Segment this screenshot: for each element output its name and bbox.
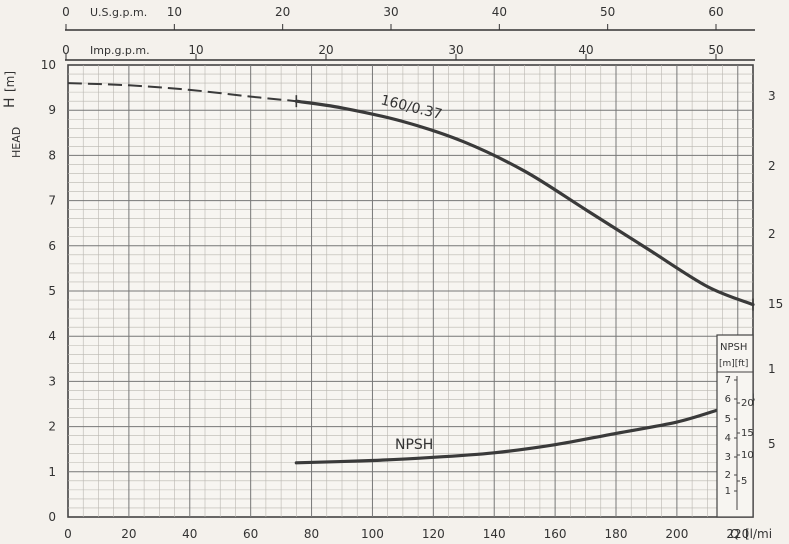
y-tick-labels: 0 1 2 3 4 5 6 7 8 9 10 [41,58,56,524]
npsh-m-tick-label: 1 [725,486,731,497]
imp-tick-label: 20 [318,43,333,57]
x-tick-label: 140 [483,527,506,541]
x-tick-label: 120 [422,527,445,541]
imp-tick-label: 40 [578,43,593,57]
y-tick-label: 2 [48,420,56,434]
x-tick-label: 220 [726,527,749,541]
npsh-m-ticks: 7 6 5 4 3 2 1 [725,375,737,497]
x-tick-label: 100 [361,527,384,541]
us-tick-label: 50 [600,5,615,19]
right-tick-label: 3 [768,89,776,103]
x-tick-label: 160 [544,527,567,541]
npsh-inset: NPSH [m][ft] 7 6 5 4 3 2 1 20 15 10 5 [716,334,754,518]
series-line-dashed [67,82,297,103]
x-tick-label: 20 [121,527,136,541]
us-gpm-axis-label: U.S.g.p.m. [90,6,147,19]
us-tick-label: 0 [62,5,70,19]
imp-tick-label: 10 [188,43,203,57]
us-tick-label: 60 [708,5,723,19]
x-tick-label: 80 [304,527,319,541]
x-tick-label: 0 [64,527,72,541]
x-tick-labels: 0 20 40 60 80 100 120 140 160 180 200 220 [64,527,749,541]
imp-tick-label: 0 [62,43,70,57]
npsh-m-tick-label: 3 [725,452,731,463]
imp-tick-label: 30 [448,43,463,57]
npsh-m-tick-label: 2 [725,470,731,481]
top-axes: U.S.g.p.m. Imp.g.p.m. 0 10 20 30 40 50 60 0 10 2… [62,5,755,61]
q-axis-label: Q [730,527,739,541]
y-tick-label: 0 [48,510,56,524]
y-tick-label: 5 [48,284,56,298]
npsh-ft-tick-label: 15 [741,428,754,439]
h-axis-label: H [2,97,18,108]
us-gpm-ticks: 0 10 20 30 40 50 60 [62,5,724,30]
npsh-m-tick-label: 4 [725,433,731,444]
npsh-inset-box [716,334,754,518]
x-tick-label: 60 [243,527,258,541]
y-tick-label: 1 [48,465,56,479]
imp-gpm-ticks: 0 10 20 30 40 50 [62,43,724,60]
npsh-ft-tick-label: 20 [741,398,754,409]
y-tick-label: 10 [41,58,56,72]
right-tick-label: 15 [768,297,783,311]
imp-tick-label: 50 [708,43,723,57]
y-tick-label: 8 [48,148,56,162]
y-tick-label: 9 [48,103,56,117]
npsh-inset-title: NPSH [720,342,747,353]
head-axis-label: HEAD [10,127,23,158]
us-tick-label: 40 [492,5,507,19]
npsh-m-tick-label: 5 [725,414,731,425]
imp-gpm-axis-label: Imp.g.p.m. [90,44,150,57]
right-tick-label: 2 [768,227,776,241]
npsh-ft-tick-label: 5 [741,476,747,487]
series-label-npsh: NPSH [395,437,433,453]
x-tick-label: 200 [665,527,688,541]
npsh-inset-units: [m][ft] [719,359,748,369]
q-axis-unit: [l/mi [745,527,772,541]
right-tick-label: 1 [768,362,776,376]
major-grid [68,65,753,517]
npsh-ft-tick-label: 10 [741,450,754,461]
series-group [67,82,755,465]
npsh-ft-ticks: 20 15 10 5 [737,398,754,487]
right-tick-label: 5 [768,437,776,451]
series-line [294,99,755,307]
x-tick-label: 180 [605,527,628,541]
us-tick-label: 10 [167,5,182,19]
x-tick-label: 40 [182,527,197,541]
series-line [294,397,755,465]
y-tick-label: 3 [48,374,56,388]
us-tick-label: 30 [383,5,398,19]
right-tick-label: 2 [768,159,776,173]
h-axis-unit: [m] [3,71,17,92]
us-tick-label: 20 [275,5,290,19]
y-tick-label: 4 [48,329,56,343]
npsh-m-tick-label: 7 [725,375,731,386]
y-tick-label: 7 [48,194,56,208]
right-ft-tick-labels: 5 1 15 2 2 3 [768,89,783,451]
npsh-m-tick-label: 6 [725,394,731,405]
y-tick-label: 6 [48,239,56,253]
